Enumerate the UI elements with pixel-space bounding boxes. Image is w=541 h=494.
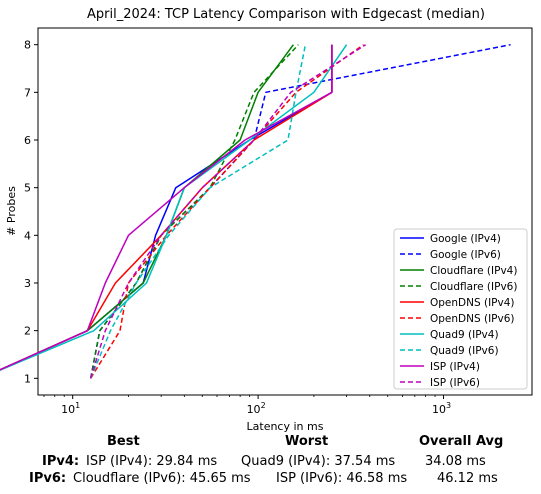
series-line-quad9-ipv4 <box>0 44 348 372</box>
legend-label: ISP (IPv6) <box>430 377 480 389</box>
y-tick-label: 1 <box>24 372 31 385</box>
legend-label: Quad9 (IPv4) <box>430 329 499 341</box>
summary-header-best: Best <box>107 434 140 449</box>
x-tick-label: 101 <box>61 401 80 416</box>
x-tick-label: 103 <box>432 401 451 416</box>
legend: Google (IPv4) Google (IPv6) Cloudflare (IP… <box>393 228 528 390</box>
y-tick-label: 2 <box>24 325 31 338</box>
y-axis-label: # Probes <box>5 186 18 236</box>
chart-title: April_2024: TCP Latency Comparison with … <box>87 7 485 22</box>
summary-row-ipv4-avg: 34.08 ms <box>425 454 486 469</box>
series-line-cloudflare-ipv6 <box>89 44 299 379</box>
x-tick-label: 102 <box>247 401 266 416</box>
series-line-quad9-ipv6 <box>90 44 307 379</box>
summary-header-worst: Worst <box>285 434 329 449</box>
legend-label: Quad9 (IPv6) <box>430 345 499 357</box>
summary-row-ipv4-worst: Quad9 (IPv4): 37.54 ms <box>241 454 396 469</box>
summary-row-ipv6-worst: ISP (IPv6): 46.58 ms <box>276 471 408 486</box>
legend-label: Google (IPv6) <box>430 249 501 261</box>
legend-label: Google (IPv4) <box>430 233 501 245</box>
y-tick-label: 5 <box>24 182 31 195</box>
legend-label: Cloudflare (IPv6) <box>430 281 517 293</box>
y-tick-label: 8 <box>24 39 31 52</box>
y-tick-label: 4 <box>24 229 31 242</box>
summary-row-ipv6-best: Cloudflare (IPv6): 45.65 ms <box>73 471 251 486</box>
legend-label: Cloudflare (IPv4) <box>430 265 517 277</box>
y-tick-label: 3 <box>24 277 31 290</box>
summary-row-ipv4-label: IPv4: <box>42 454 80 469</box>
summary-header-avg: Overall Avg <box>419 434 504 449</box>
summary-row-ipv6-label: IPv6: <box>29 471 67 486</box>
latency-chart: April_2024: TCP Latency Comparison with … <box>0 7 533 433</box>
y-tick-label: 7 <box>24 86 31 99</box>
x-axis-label: Latency in ms <box>247 420 324 433</box>
legend-label: OpenDNS (IPv6) <box>430 313 515 325</box>
series-line-opendns-ipv6 <box>90 44 364 379</box>
series-line-isp-ipv6 <box>89 44 367 379</box>
legend-label: ISP (IPv4) <box>430 361 480 373</box>
legend-label: OpenDNS (IPv4) <box>430 297 515 309</box>
series-line-isp-ipv4 <box>0 44 333 371</box>
summary-row-ipv4-best: ISP (IPv4): 29.84 ms <box>86 454 218 469</box>
summary-row-ipv6-avg: 46.12 ms <box>437 471 498 486</box>
y-tick-label: 6 <box>24 134 31 147</box>
legend-frame <box>393 228 528 390</box>
